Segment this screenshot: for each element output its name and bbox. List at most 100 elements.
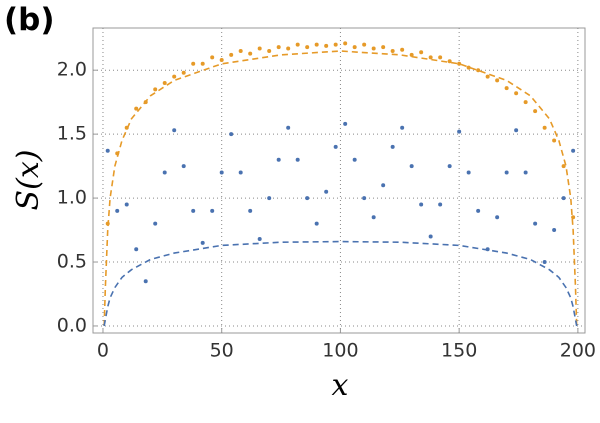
data-point [305, 45, 310, 50]
data-point [495, 78, 500, 83]
data-point [419, 50, 424, 55]
data-point [276, 45, 281, 50]
data-point [324, 189, 329, 194]
data-point [210, 208, 215, 213]
data-point [181, 164, 186, 169]
data-point [295, 42, 300, 47]
data-point [276, 157, 281, 162]
x-tick-label: 50 [210, 340, 234, 362]
data-point [238, 49, 243, 54]
data-point [523, 170, 528, 175]
data-point [542, 125, 547, 130]
data-point [162, 170, 167, 175]
data-point [267, 196, 272, 201]
data-point [143, 100, 148, 105]
y-tick-label: 1.0 [57, 187, 87, 209]
y-tick-label: 2.0 [57, 59, 87, 81]
data-point [248, 51, 253, 56]
data-point [143, 279, 148, 284]
x-tick-label: 200 [560, 340, 596, 362]
data-point [504, 86, 509, 91]
data-point [200, 240, 205, 245]
data-point [134, 247, 139, 252]
data-point [571, 148, 576, 153]
data-point [381, 45, 386, 50]
data-point [409, 52, 414, 57]
data-point [191, 61, 196, 66]
data-point [162, 80, 167, 85]
data-point [105, 221, 110, 226]
data-point [219, 57, 224, 62]
data-point [124, 202, 129, 207]
data-point [438, 202, 443, 207]
x-tick-label: 0 [97, 340, 109, 362]
data-point [333, 42, 338, 47]
data-point [248, 208, 253, 213]
data-point [428, 234, 433, 239]
data-point [229, 52, 234, 57]
dashed-curve [103, 240, 578, 327]
data-point [542, 260, 547, 265]
y-tick-label: 1.5 [57, 123, 87, 145]
data-point [438, 55, 443, 60]
data-point [314, 221, 319, 226]
data-point [172, 128, 177, 133]
data-point [362, 42, 367, 47]
data-point [457, 61, 462, 66]
data-point [124, 125, 129, 130]
data-point [181, 70, 186, 75]
data-point [172, 74, 177, 79]
data-point [476, 208, 481, 213]
data-point [257, 237, 262, 242]
data-point [504, 170, 509, 175]
data-point [457, 129, 462, 134]
data-point [362, 196, 367, 201]
data-point [552, 138, 557, 143]
panel-label: (b) [4, 2, 55, 38]
data-point [390, 49, 395, 54]
data-point [267, 49, 272, 54]
data-point [371, 46, 376, 51]
data-point [191, 208, 196, 213]
data-point [409, 164, 414, 169]
data-point [352, 45, 357, 50]
data-point [371, 215, 376, 220]
data-point [153, 87, 158, 92]
data-point [134, 106, 139, 111]
y-tick-label: 0.0 [57, 314, 87, 336]
x-tick-label: 150 [441, 340, 477, 362]
data-point [105, 148, 110, 153]
data-point [210, 55, 215, 60]
data-point [561, 196, 566, 201]
data-point [352, 157, 357, 162]
data-point [381, 183, 386, 188]
data-point [115, 151, 120, 156]
data-point [533, 221, 538, 226]
y-tick-label: 0.5 [57, 251, 87, 273]
data-point [286, 46, 291, 51]
data-point [390, 144, 395, 149]
data-point [466, 65, 471, 70]
data-point [495, 215, 500, 220]
y-axis-label: S(x) [11, 150, 46, 211]
data-point [552, 228, 557, 233]
plot-frame [92, 27, 586, 334]
data-point [561, 164, 566, 169]
data-point [343, 121, 348, 126]
data-point [428, 55, 433, 60]
data-point [343, 41, 348, 46]
data-point [257, 46, 262, 51]
data-point [485, 74, 490, 79]
data-point [419, 202, 424, 207]
data-point [200, 61, 205, 66]
data-point [286, 125, 291, 130]
data-point [533, 109, 538, 114]
data-point [238, 170, 243, 175]
data-point [485, 247, 490, 252]
data-point [333, 144, 338, 149]
data-point [447, 59, 452, 64]
data-point [514, 128, 519, 133]
data-point [219, 170, 224, 175]
data-point [400, 125, 405, 130]
